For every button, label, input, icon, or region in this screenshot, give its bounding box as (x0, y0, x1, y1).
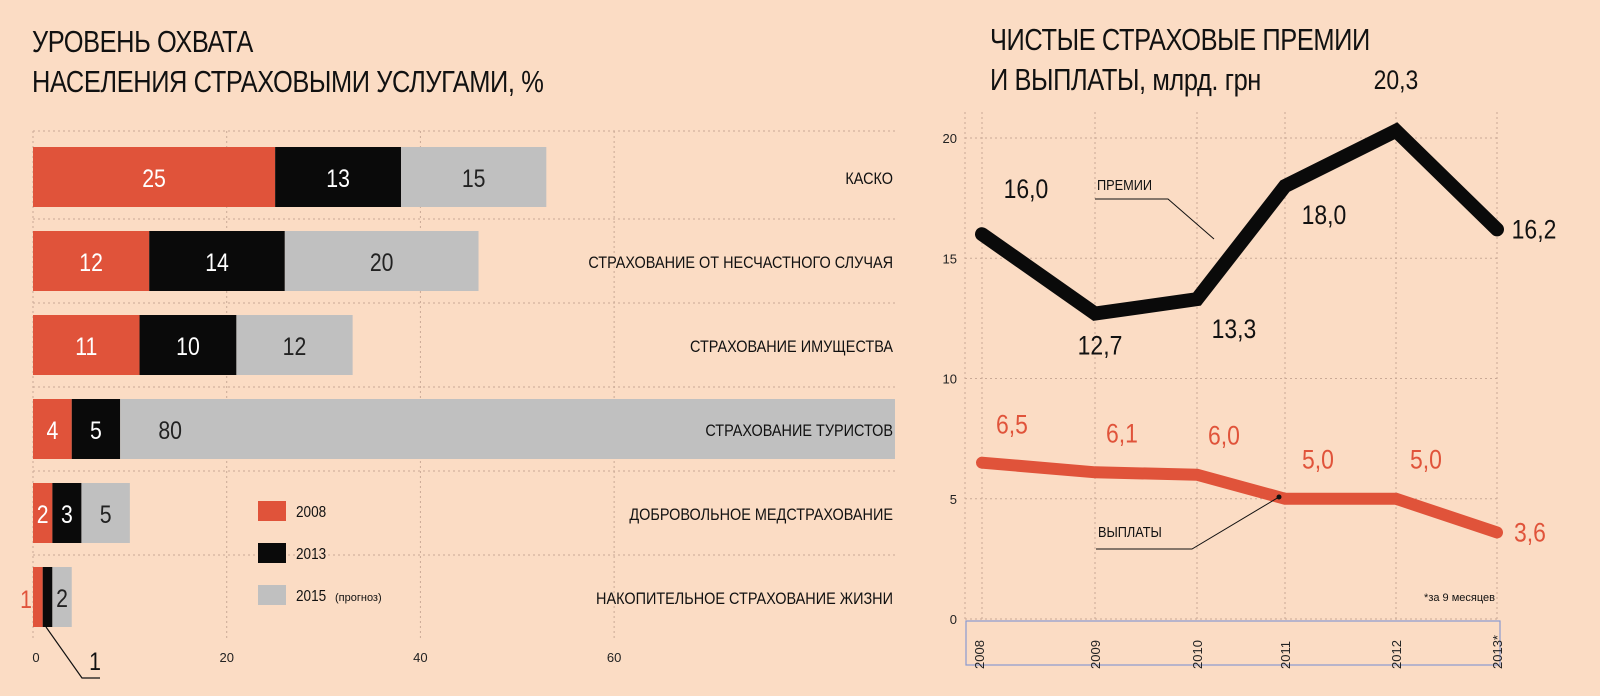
premii-data-label: 13,3 (1212, 314, 1257, 344)
bar-segment (139, 315, 237, 375)
bar-segment (42, 567, 53, 627)
bar-segment (81, 483, 130, 543)
footnote: *за 9 месяцев (1424, 592, 1495, 604)
legend-label: 2013 (296, 546, 326, 563)
category-label: СТРАХОВАНИЕ ТУРИСТОВ (705, 422, 893, 440)
bar-value-label: 4 (46, 416, 58, 444)
x-axis-box (965, 620, 1501, 666)
bar-value-label: 2 (56, 584, 68, 612)
bar-value-label: 5 (90, 416, 102, 444)
bar-segment (120, 399, 896, 459)
bar-segment (33, 483, 53, 543)
premii-data-label: 20,3 (1374, 65, 1419, 95)
premii-data-label: 16,2 (1512, 215, 1557, 245)
bar-value-label: 2 (37, 500, 49, 528)
right-chart-title: ЧИСТЫЕ СТРАХОВЫЕ ПРЕМИИ И ВЫПЛАТЫ, млрд.… (990, 20, 1370, 100)
vyplaty-data-label: 5,0 (1410, 445, 1442, 475)
right-title-line1: ЧИСТЫЕ СТРАХОВЫЕ ПРЕМИИ (990, 22, 1370, 57)
bar-value-label: 10 (176, 332, 200, 360)
category-label: СТРАХОВАНИЕ ОТ НЕСЧАСТНОГО СЛУЧАЯ (588, 254, 893, 272)
left-chart-title: УРОВЕНЬ ОХВАТА НАСЕЛЕНИЯ СТРАХОВЫМИ УСЛУ… (32, 22, 544, 102)
category-label: ДОБРОВОЛЬНОЕ МЕДСТРАХОВАНИЕ (629, 506, 893, 524)
bar-value-label: 14 (205, 248, 229, 276)
premiums-line-chart: 0 5 10 15 20 2008 2009 2010 2011 2012 2013* 16,0 12,… (943, 65, 1557, 669)
x-tick-label: 2008 (972, 640, 987, 669)
premii-series-line (975, 122, 1504, 321)
tiny-2008-value-label: 1 (20, 585, 32, 613)
bar-segment (33, 567, 43, 627)
legend-swatch (258, 501, 286, 521)
bar-value-label: 80 (158, 416, 182, 444)
vyplaty-data-label: 6,5 (996, 410, 1028, 440)
vyplaty-label: ВЫПЛАТЫ (1098, 523, 1162, 540)
bar-segment (33, 147, 276, 207)
x-tick-label: 60 (607, 650, 621, 665)
bar-value-label: 25 (142, 164, 166, 192)
legend-swatch (258, 585, 286, 605)
x-tick-label: 2013* (1490, 635, 1505, 669)
y-tick-label: 5 (950, 492, 957, 507)
bar-value-label: 13 (326, 164, 350, 192)
legend-label: 2015 (296, 588, 326, 605)
vyplaty-leader-dot (1276, 494, 1282, 500)
vyplaty-series-line (976, 456, 1503, 539)
premii-data-label: 12,7 (1078, 331, 1123, 361)
bar-segment (33, 399, 72, 459)
bar-value-label: 20 (370, 248, 394, 276)
y-tick-label: 15 (943, 251, 957, 266)
vyplaty-data-label: 6,1 (1106, 419, 1138, 449)
bar-value-label: 5 (100, 500, 112, 528)
bar-value-label: 12 (79, 248, 103, 276)
category-label: НАКОПИТЕЛЬНОЕ СТРАХОВАНИЕ ЖИЗНИ (596, 590, 893, 608)
premii-leader-line (1095, 198, 1215, 240)
bar-value-label: 12 (283, 332, 307, 360)
bar-segment (52, 483, 82, 543)
x-tick-label: 20 (219, 650, 233, 665)
x-tick-label: 40 (413, 650, 427, 665)
x-tick-label: 0 (32, 650, 39, 665)
bar-segment (149, 231, 285, 291)
bar-segment (33, 315, 140, 375)
premii-data-label: 18,0 (1302, 200, 1347, 230)
bar-segment (275, 147, 402, 207)
premii-label: ПРЕМИИ (1097, 176, 1152, 193)
bar-segment (401, 147, 547, 207)
right-title-line2: И ВЫПЛАТЫ, млрд. грн (990, 62, 1261, 97)
y-tick-label: 0 (950, 612, 957, 627)
x-tick-label: 2011 (1278, 641, 1293, 669)
bar-segment (236, 315, 353, 375)
x-tick-label: 2010 (1190, 640, 1205, 669)
bar-value-label: 15 (462, 164, 486, 192)
y-tick-label: 20 (943, 131, 957, 146)
annotation-label: 1 (89, 647, 101, 675)
category-label: СТРАХОВАНИЕ ИМУЩЕСТВА (690, 338, 893, 356)
category-label: КАСКО (845, 170, 893, 188)
left-title-line2: НАСЕЛЕНИЯ СТРАХОВЫМИ УСЛУГАМИ, % (32, 64, 544, 99)
bar-segment (71, 399, 121, 459)
vyplaty-data-label: 3,6 (1514, 518, 1546, 548)
bar-value-label: 3 (61, 500, 73, 528)
bar-segment (52, 567, 72, 627)
y-tick-label: 10 (943, 372, 957, 387)
bar-segment (284, 231, 479, 291)
left-title-line1: УРОВЕНЬ ОХВАТА (32, 24, 253, 59)
bar-segment (33, 231, 150, 291)
legend-label: 2008 (296, 504, 326, 521)
legend-note: (прогноз) (335, 592, 382, 604)
vyplaty-data-label: 6,0 (1208, 421, 1240, 451)
vyplaty-data-label: 5,0 (1302, 445, 1334, 475)
legend-swatch (258, 543, 286, 563)
bar-value-label: 11 (75, 332, 97, 360)
vyplaty-leader-line (1096, 496, 1280, 550)
annotation-leader-line (45, 626, 100, 679)
x-tick-label: 2012 (1389, 640, 1404, 669)
premii-data-label: 16,0 (1004, 174, 1049, 204)
x-tick-label: 2009 (1088, 640, 1103, 669)
